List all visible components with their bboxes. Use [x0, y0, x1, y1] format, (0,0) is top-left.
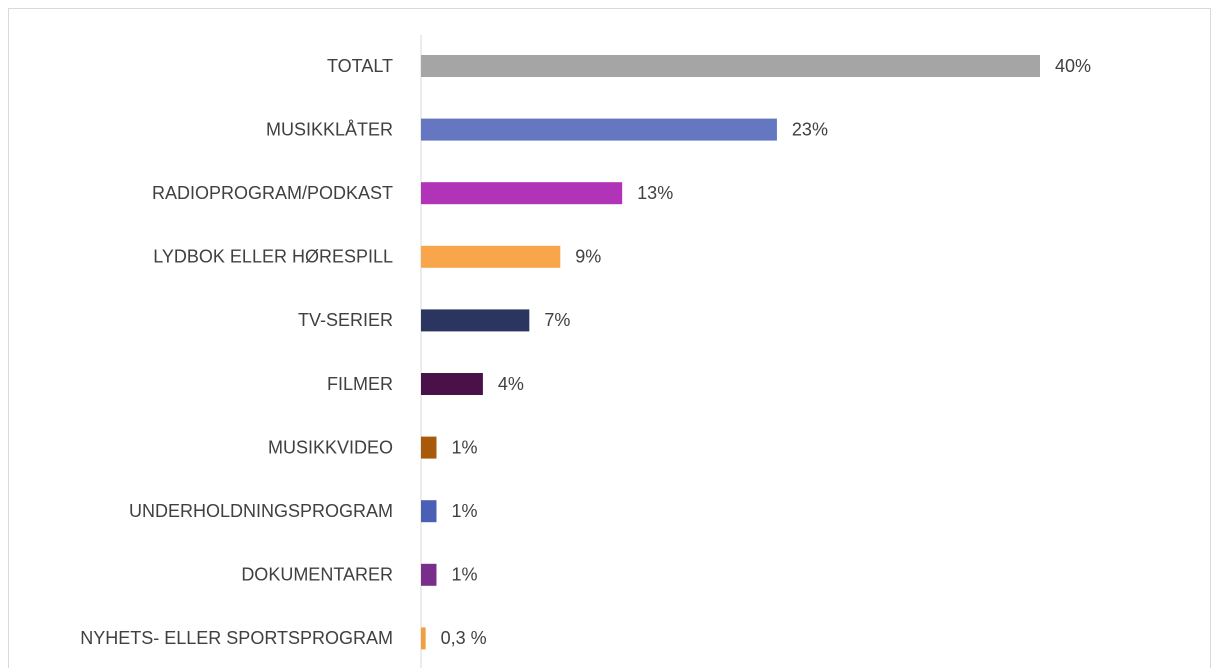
bar	[421, 309, 530, 332]
category-label: RADIOPROGRAM/PODKAST	[152, 183, 393, 203]
category-label: TOTALT	[327, 56, 393, 76]
bar	[421, 500, 437, 523]
bar	[421, 436, 437, 459]
category-label: LYDBOK ELLER HØRESPILL	[153, 247, 393, 267]
category-label: DOKUMENTARER	[241, 565, 393, 585]
chart-frame	[8, 8, 1211, 668]
bar	[421, 627, 426, 650]
data-label: 13%	[637, 183, 673, 203]
bar	[421, 182, 623, 205]
data-label: 1%	[451, 501, 477, 521]
bar	[421, 118, 777, 141]
data-label: 0,3 %	[441, 628, 487, 648]
data-label: 1%	[451, 565, 477, 585]
data-label: 7%	[544, 310, 570, 330]
category-label: MUSIKKVIDEO	[268, 437, 393, 457]
category-label: UNDERHOLDNINGSPROGRAM	[129, 501, 393, 521]
bar	[421, 55, 1040, 77]
data-label: 1%	[451, 437, 477, 457]
category-label: FILMER	[327, 374, 393, 394]
bar	[421, 245, 561, 268]
category-label: MUSIKKLÅTER	[266, 119, 393, 139]
data-label: 40%	[1055, 56, 1091, 76]
data-label: 4%	[498, 374, 524, 394]
bar	[421, 373, 483, 395]
data-label: 9%	[575, 247, 601, 267]
bar	[421, 563, 437, 586]
category-label: NYHETS- ELLER SPORTSPROGRAM	[80, 628, 393, 648]
category-label: TV-SERIER	[298, 310, 393, 330]
data-label: 23%	[792, 119, 828, 139]
